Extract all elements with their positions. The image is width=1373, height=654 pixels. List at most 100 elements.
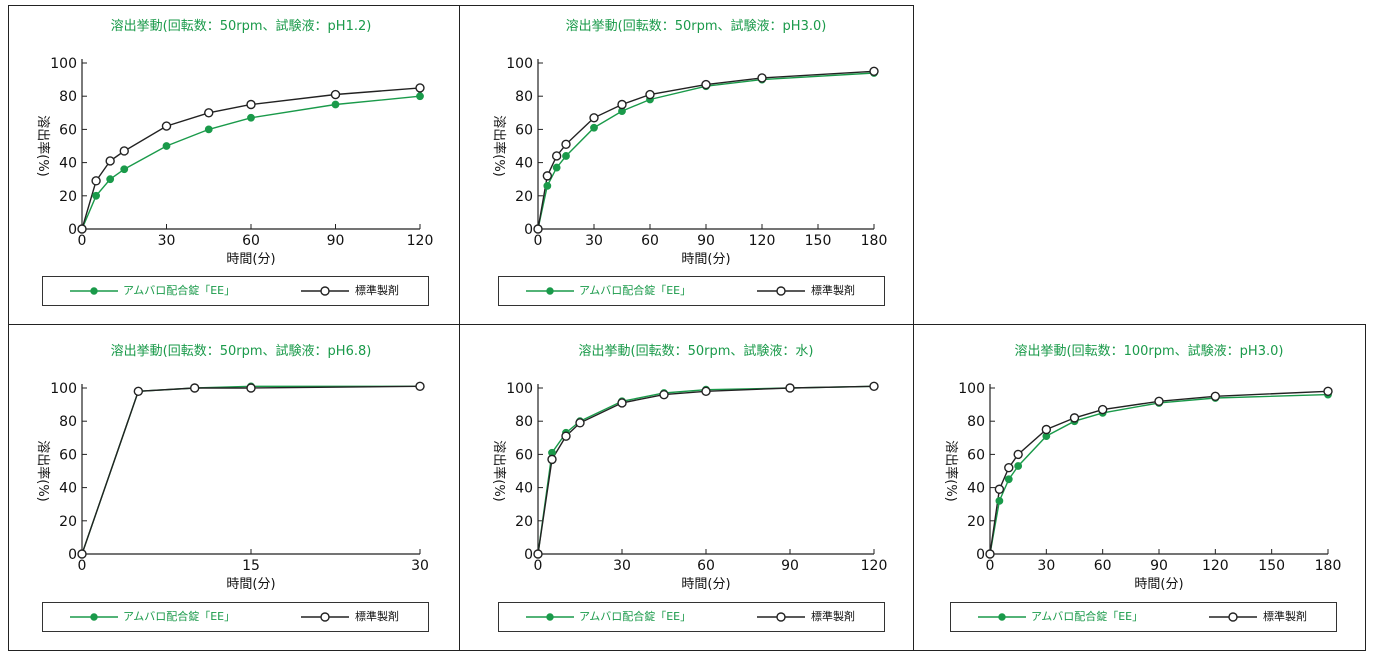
y-tick-label: 40: [515, 156, 533, 172]
x-tick-label: 30: [585, 233, 603, 249]
series-a-line: [537, 385, 875, 555]
y-tick-label: 100: [506, 56, 533, 72]
series-b-point: [757, 73, 767, 83]
series-a-point: [590, 123, 598, 132]
legend-a-marker: [90, 613, 98, 621]
series-b-point: [330, 89, 341, 100]
chart-svg: 溶出挙動(回転数：50rpm、試験液：pH6.8) 0 20 40 60 80 100 0 15…: [35, 343, 429, 592]
chart-svg: 溶出挙動(回転数：100rpm、試験液：pH3.0) 0 20 40 60 80 100 0 3…: [943, 343, 1342, 592]
y-axis-label: 溶出率(%): [35, 440, 51, 502]
chart-svg: 溶出挙動(回転数：50rpm、試験液：水) 0 20 40 60 80 100 0 30 60 90…: [491, 343, 887, 592]
legend-markers: [526, 286, 805, 296]
x-axis-label: 時間(分): [681, 252, 730, 267]
series-b-point: [561, 431, 571, 441]
series-b-point: [133, 386, 144, 397]
series-b-point: [1069, 413, 1080, 423]
legend-b-label: 標準製剤: [811, 284, 855, 297]
series-b-point: [91, 176, 101, 186]
legend-b-marker: [776, 286, 786, 296]
x-tick-label: 90: [327, 233, 345, 249]
legend: アムバロ配合錠「EE」 標準製剤: [498, 602, 885, 632]
series-b-point: [189, 383, 200, 393]
series-b-point: [533, 549, 543, 559]
legend-a-label: アムバロ配合錠「EE」: [579, 284, 692, 297]
chart-panel-5: 溶出挙動(回転数：100rpm、試験液：pH3.0) 0 20 40 60 80 100 0 3…: [913, 324, 1366, 651]
y-axis-label: 溶出率(%): [35, 115, 51, 177]
series-a-point: [331, 100, 340, 109]
chart-panel-1: 溶出挙動(回転数：50rpm、試験液：pH1.2) 0 20 40 60 80 100 0 30…: [8, 5, 460, 325]
x-tick-label: 150: [805, 233, 832, 249]
series-a-point: [120, 165, 129, 174]
x-tick-label: 180: [1315, 558, 1342, 574]
x-tick-label: 0: [78, 558, 87, 574]
chart-title: 溶出挙動(回転数：50rpm、試験液：pH3.0): [566, 18, 827, 34]
series-b-point: [985, 549, 995, 559]
series-b-line: [989, 390, 1329, 555]
x-axis-label: 時間(分): [226, 252, 275, 267]
y-tick-label: 100: [958, 381, 985, 397]
y-tick-label: 60: [515, 122, 533, 138]
x-axis-label: 時間(分): [1134, 577, 1183, 592]
series-b-point: [415, 381, 425, 392]
legend: アムバロ配合錠「EE」 標準製剤: [950, 602, 1337, 632]
y-tick-label: 0: [68, 547, 77, 563]
series-b-point: [1154, 396, 1164, 406]
x-tick-label: 0: [78, 233, 87, 249]
series-b-point: [1013, 449, 1023, 460]
series-a-point: [995, 496, 1004, 505]
series-b-line: [81, 385, 421, 555]
y-axis-label: 溶出率(%): [491, 115, 507, 177]
series-b-point: [994, 484, 1005, 494]
x-tick-label: 30: [1037, 558, 1055, 574]
y-axis-label: 溶出率(%): [491, 440, 507, 502]
x-tick-label: 120: [407, 233, 434, 249]
legend-a-label: アムバロ配合錠「EE」: [123, 610, 236, 623]
series-b-point: [869, 381, 879, 392]
y-tick-label: 40: [59, 481, 77, 497]
chart-panel-3: 溶出挙動(回転数：50rpm、試験液：pH6.8) 0 20 40 60 80 100 0 15…: [8, 324, 460, 651]
x-tick-label: 30: [158, 233, 176, 249]
series-b-point: [1041, 424, 1052, 435]
legend-a-marker: [998, 613, 1006, 621]
series-b-point: [659, 389, 669, 400]
series-a-point: [247, 113, 255, 122]
y-tick-label: 80: [59, 89, 77, 105]
series-b-point: [105, 156, 115, 166]
legend: アムバロ配合錠「EE」 標準製剤: [42, 276, 429, 306]
x-tick-label: 120: [749, 233, 776, 249]
legend-a-label: アムバロ配合錠「EE」: [579, 610, 692, 623]
legend-b-marker: [776, 612, 786, 622]
legend-a-marker: [546, 287, 554, 295]
y-tick-label: 40: [967, 481, 985, 497]
series-b-point: [161, 121, 172, 131]
chart-svg: 溶出挙動(回転数：50rpm、試験液：pH3.0) 0 20 40 60 80 100 0 30…: [491, 18, 887, 267]
series-b-point: [645, 89, 655, 100]
series-b-point: [575, 418, 585, 428]
series-b-point: [617, 398, 627, 408]
legend-a-marker: [546, 613, 554, 621]
y-tick-label: 0: [976, 547, 985, 563]
series-b-point: [542, 171, 553, 181]
series-b-point: [701, 386, 711, 397]
series-a-point: [162, 142, 171, 150]
y-axis-label: 溶出率(%): [943, 440, 959, 502]
legend-markers: [978, 612, 1257, 622]
series-a-point: [552, 163, 561, 172]
y-tick-label: 80: [515, 414, 533, 430]
series-b-point: [246, 383, 256, 393]
series-b-point: [1097, 404, 1108, 415]
legend-b-label: 標準製剤: [1263, 610, 1307, 623]
chart-title: 溶出挙動(回転数：50rpm、試験液：pH1.2): [111, 18, 372, 34]
y-tick-label: 60: [967, 447, 985, 463]
legend-a-marker: [90, 287, 98, 295]
series-b-point: [561, 139, 571, 150]
x-tick-label: 30: [411, 558, 429, 574]
series-b-point: [1323, 386, 1333, 397]
legend-b-label: 標準製剤: [355, 610, 399, 623]
series-b-point: [547, 454, 557, 465]
series-b-point: [204, 108, 214, 118]
series-a-point: [1014, 462, 1023, 470]
y-tick-label: 40: [59, 156, 77, 172]
legend-markers: [526, 612, 805, 622]
series-a-point: [204, 125, 213, 134]
